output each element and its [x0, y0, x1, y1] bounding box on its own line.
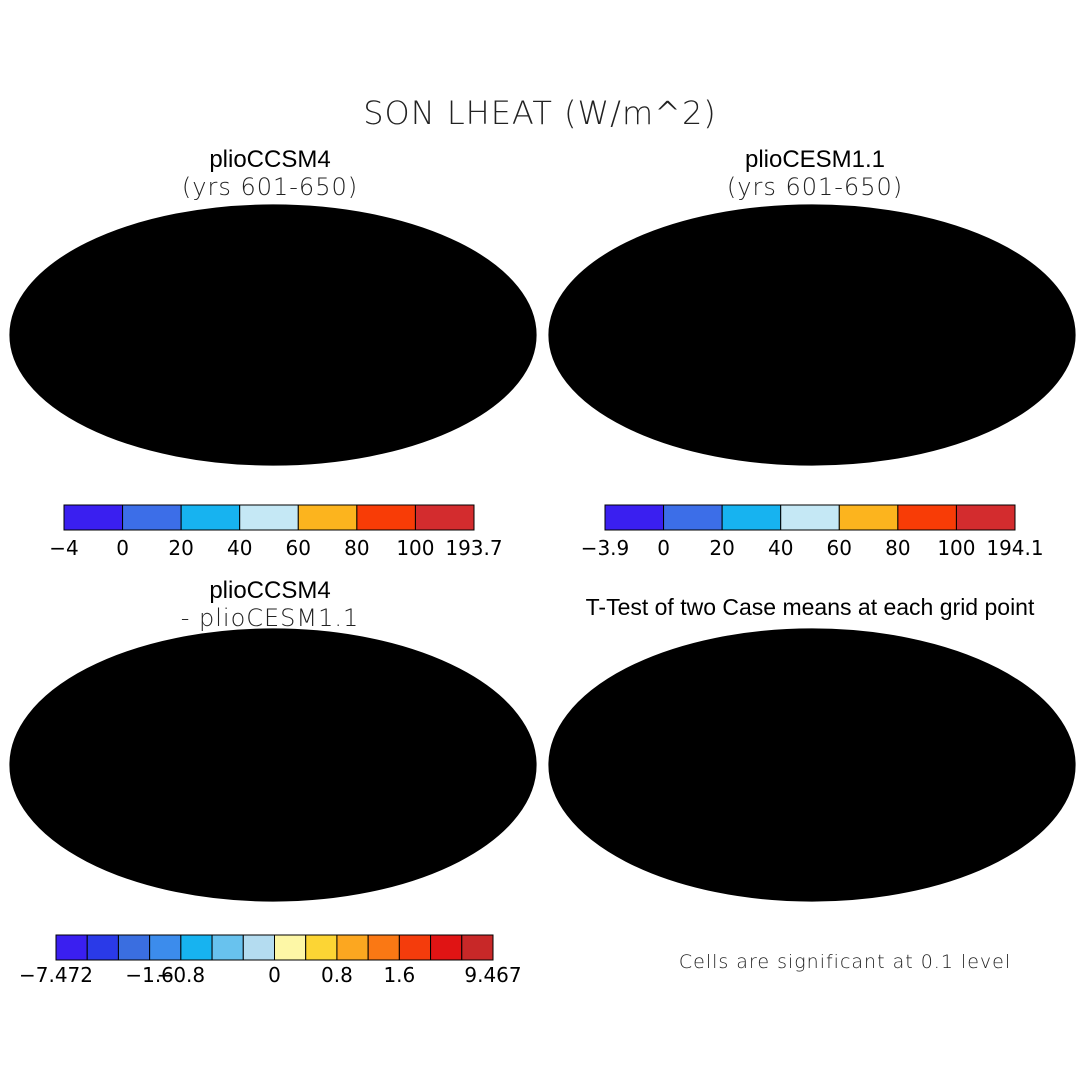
map-border — [9, 628, 537, 902]
map-border — [548, 628, 1076, 902]
colorbar-swatch — [897, 504, 957, 531]
colorbar-tick-label: 100 — [937, 536, 975, 560]
colorbar-swatch — [367, 934, 400, 961]
colorbar-swatch — [117, 934, 151, 961]
colorbar-swatch — [414, 504, 475, 531]
colorbar-swatch — [356, 504, 416, 531]
colorbar-tick-label: 40 — [227, 536, 252, 560]
colorbar-tick-label: 60 — [286, 536, 311, 560]
colorbar-swatch — [780, 504, 840, 531]
map-ccsm4 — [9, 204, 537, 466]
colorbar-tick-label: 194.1 — [986, 536, 1043, 560]
colorbar-tick-label: −1.6 — [125, 963, 174, 987]
colorbar-swatch — [604, 504, 665, 531]
colorbar-tick-label: 193.7 — [445, 536, 502, 560]
panel-subtitle-ccsm4: (yrs 601-650) — [181, 173, 359, 201]
colorbar-tick-label: 60 — [827, 536, 852, 560]
colorbar-tick-label: −7.472 — [19, 963, 93, 987]
colorbar-tick-label: −0.8 — [157, 963, 206, 987]
colorbar-swatch — [55, 934, 88, 961]
colorbar-swatch — [122, 504, 182, 531]
colorbar-swatch — [297, 504, 358, 531]
panel-title-cesm: plioCESM1.1 — [744, 146, 886, 173]
colorbar-swatch — [955, 504, 1016, 531]
colorbar-swatch — [211, 934, 244, 961]
colorbar-swatch — [663, 504, 723, 531]
panel-title-ccsm4: plioCCSM4 — [209, 146, 331, 173]
colorbar-swatch — [430, 934, 463, 961]
colorbar-diff: −7.472 −1.6−0.8 0 0.8 1.6 9.467 — [19, 934, 522, 987]
colorbar-swatch — [63, 504, 124, 531]
panel-subtitle-diff: - plioCESM1.1 — [180, 604, 360, 632]
colorbar-tick-label: 0 — [268, 963, 281, 987]
colorbar-swatch — [398, 934, 432, 961]
panel-title-ttest: T-Test of two Case means at each grid po… — [585, 594, 1035, 620]
colorbar-cesm: −3.9 0 20 40 60 80 100 194.1 — [581, 504, 1044, 560]
colorbar-swatch — [180, 934, 213, 961]
map-ttest — [548, 628, 1076, 902]
colorbar-tick-label: 80 — [885, 536, 910, 560]
colorbar-swatch — [336, 934, 369, 961]
colorbar-tick-label: 1.6 — [383, 963, 415, 987]
colorbar-tick-label: −3.9 — [581, 536, 630, 560]
colorbar-tick-label: 20 — [168, 536, 193, 560]
colorbar-tick-label: 0 — [116, 536, 129, 560]
colorbar-swatch — [721, 504, 782, 531]
panel-subtitle-cesm: (yrs 601-650) — [726, 173, 904, 201]
map-border — [548, 204, 1076, 466]
colorbar-swatch — [149, 934, 182, 961]
colorbar-swatch — [305, 934, 338, 961]
colorbar-ccsm4: −4 0 20 40 60 80 100 193.7 — [49, 504, 503, 560]
map-diff — [9, 628, 537, 902]
colorbar-swatch — [274, 934, 307, 961]
colorbar-tick-label: 80 — [344, 536, 369, 560]
map-border — [9, 204, 537, 466]
colorbar-swatch — [86, 934, 119, 961]
colorbar-tick-label: 100 — [396, 536, 434, 560]
colorbar-swatch — [180, 504, 241, 531]
colorbar-tick-label: 9.467 — [464, 963, 521, 987]
panel-title-diff: plioCCSM4 — [209, 577, 331, 604]
colorbar-swatch — [838, 504, 899, 531]
colorbar-tick-label: 0.8 — [321, 963, 353, 987]
ttest-note: Cells are significant at 0.1 level — [678, 951, 1012, 973]
colorbar-swatch — [239, 504, 299, 531]
colorbar-swatch — [461, 934, 494, 961]
colorbar-tick-label: −4 — [49, 536, 78, 560]
colorbar-tick-label: 20 — [709, 536, 734, 560]
colorbar-swatch — [242, 934, 276, 961]
colorbar-tick-label: 40 — [768, 536, 793, 560]
colorbar-tick-label: 0 — [657, 536, 670, 560]
figure-title: SON LHEAT (W/m^2) — [363, 94, 717, 132]
